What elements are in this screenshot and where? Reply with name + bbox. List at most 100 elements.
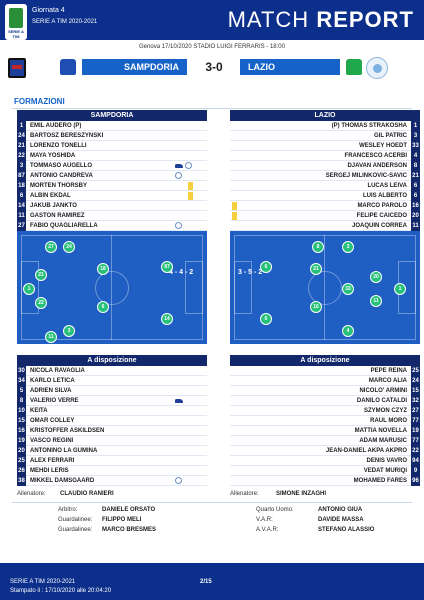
player-name: LUIS ALBERTO <box>362 193 407 199</box>
player-row: 6 LUCAS LEIVA <box>230 181 420 191</box>
player-row: 32 DANILO CATALDI <box>230 396 420 406</box>
player-number: 6 <box>17 191 26 201</box>
player-name: KARLO LETICA <box>30 378 75 384</box>
player-number: 9 <box>411 466 420 476</box>
player-position-marker: 33 <box>342 283 354 295</box>
player-number: 15 <box>411 386 420 396</box>
player-number: 16 <box>17 426 26 436</box>
player-position-marker: 1 <box>394 283 406 295</box>
player-position-marker: 87 <box>161 261 173 273</box>
player-row: 8 DJAVAN ANDERSON <box>230 161 420 171</box>
official-name: MARCO BRESMES <box>102 527 157 533</box>
official-label: Guardalinee: <box>58 527 93 533</box>
assist-shoe-icon <box>175 399 183 403</box>
player-number: 1 <box>17 121 26 131</box>
player-number: 3 <box>411 131 420 141</box>
home-bench-header: A disposizione <box>17 355 207 366</box>
player-number: 27 <box>411 406 420 416</box>
home-coach: CLAUDIO RANIERI <box>60 491 114 497</box>
away-bench: 25 PEPE REINA 24 MARCO ALIA 15 NICOLO' ARMINI… <box>230 366 420 486</box>
report-header: SERIE A TIM Giornata 4 SERIE A TIM 2020-… <box>0 0 424 40</box>
player-name: JOAQUIN CORREA <box>351 223 407 229</box>
player-row: 22 JEAN-DANIEL AKPA AKPRO <box>230 446 420 456</box>
player-name: ANTONIO CANDREVA <box>30 173 93 179</box>
home-team-name: SAMPDORIA <box>82 59 187 75</box>
player-name: LORENZO TONELLI <box>30 143 87 149</box>
player-row: 15 NICOLO' ARMINI <box>230 386 420 396</box>
divider <box>12 108 412 109</box>
player-row: 87 ANTONIO CANDREVA <box>17 171 207 181</box>
report-title: MATCH REPORT <box>228 7 414 33</box>
sampdoria-crest-icon <box>8 58 26 78</box>
player-name: MEHDI LERIS <box>30 468 69 474</box>
player-number: 77 <box>411 436 420 446</box>
player-row: 16 MARCO PAROLO <box>230 201 420 211</box>
official-name: FILIPPO MELI <box>102 517 142 523</box>
footer-printed: Stampato il : 17/10/2020 alle 20:04:20 <box>10 588 112 594</box>
player-number: 1 <box>411 121 420 131</box>
player-number: 3 <box>17 161 26 171</box>
player-name: NICOLO' ARMINI <box>359 388 407 394</box>
player-row: 5 ADRIEN SILVA <box>17 386 207 396</box>
player-number: 21 <box>17 141 26 151</box>
player-row: 25 PEPE REINA <box>230 366 420 376</box>
away-lineup: LAZIO 1 (P) THOMAS STRAKOSHA 3 GIL PATRIC 33… <box>230 110 420 231</box>
title-bold: REPORT <box>316 7 414 32</box>
player-row: 11 JOAQUIN CORREA <box>230 221 420 231</box>
player-row: 15 OMAR COLLEY <box>17 416 207 426</box>
home-coach-label: Allenatore: <box>17 491 46 497</box>
player-name: DENIS VAVRO <box>366 458 407 464</box>
player-number: 11 <box>411 221 420 231</box>
away-bench-header: A disposizione <box>230 355 420 366</box>
player-name: RAUL MORO <box>370 418 407 424</box>
player-position-marker: 21 <box>35 269 47 281</box>
player-name: MIKKEL DAMSGAARD <box>30 478 95 484</box>
player-row: 18 MORTEN THORSBY <box>17 181 207 191</box>
player-row: 25 ALEX FERRARI <box>17 456 207 466</box>
page-number: 2/15 <box>200 579 212 585</box>
home-lineup: SAMPDORIA 1 EMIL AUDERO (P) 24 BARTOSZ BERE… <box>17 110 207 231</box>
player-number: 11 <box>17 211 26 221</box>
player-number: 34 <box>17 376 26 386</box>
player-number: 96 <box>411 476 420 486</box>
player-position-marker: 22 <box>35 297 47 309</box>
official-name: STEFANO ALASSIO <box>318 527 375 533</box>
competition-label: SERIE A TIM 2020-2021 <box>32 19 98 25</box>
player-row: 3 TOMMASO AUGELLO <box>17 161 207 171</box>
player-position-marker: 27 <box>45 241 57 253</box>
player-name: ANTONINO LA GUMINA <box>30 448 98 454</box>
player-position-marker: 6 <box>97 301 109 313</box>
player-name: KEITA <box>30 408 48 414</box>
yellow-card-icon <box>232 212 237 220</box>
player-number: 5 <box>17 386 26 396</box>
home-bench: 30 NICOLA RAVAGLIA 34 KARLO LETICA 5 ADRIEN S… <box>17 366 207 486</box>
match-bar: SAMPDORIA 3-0 LAZIO <box>0 56 424 80</box>
giornata-label: Giornata 4 <box>32 7 65 14</box>
player-name: MORTEN THORSBY <box>30 183 87 189</box>
lazio-crest-icon <box>366 57 388 79</box>
player-name: SZYMON CZYZ <box>364 408 407 414</box>
away-team-name: LAZIO <box>240 59 340 75</box>
player-name: TOMMASO AUGELLO <box>30 163 92 169</box>
official-label: A.V.A.R: <box>256 527 279 533</box>
player-number: 14 <box>17 201 26 211</box>
player-row: 27 SZYMON CZYZ <box>230 406 420 416</box>
away-coach-label: Allenatore: <box>230 491 259 497</box>
player-name: MAYA YOSHIDA <box>30 153 76 159</box>
player-row: 11 GASTON RAMIREZ <box>17 211 207 221</box>
player-name: JAKUB JANKTO <box>30 203 77 209</box>
player-number: 15 <box>17 416 26 426</box>
player-row: 19 VASCO REGINI <box>17 436 207 446</box>
player-row: 33 WESLEY HOEDT <box>230 141 420 151</box>
player-position-marker: 6 <box>260 261 272 273</box>
player-row: 26 MEHDI LERIS <box>17 466 207 476</box>
yellow-card-icon <box>188 192 193 200</box>
player-position-marker: 4 <box>342 325 354 337</box>
player-position-marker: 14 <box>161 313 173 325</box>
player-name: (P) THOMAS STRAKOSHA <box>331 123 407 129</box>
player-name: KRISTOFFER ASKILDSEN <box>30 428 105 434</box>
player-name: JEAN-DANIEL AKPA AKPRO <box>325 448 407 454</box>
player-row: 77 ADAM MARUSIC <box>230 436 420 446</box>
player-position-marker: 8 <box>312 241 324 253</box>
player-position-marker: 3 <box>342 241 354 253</box>
